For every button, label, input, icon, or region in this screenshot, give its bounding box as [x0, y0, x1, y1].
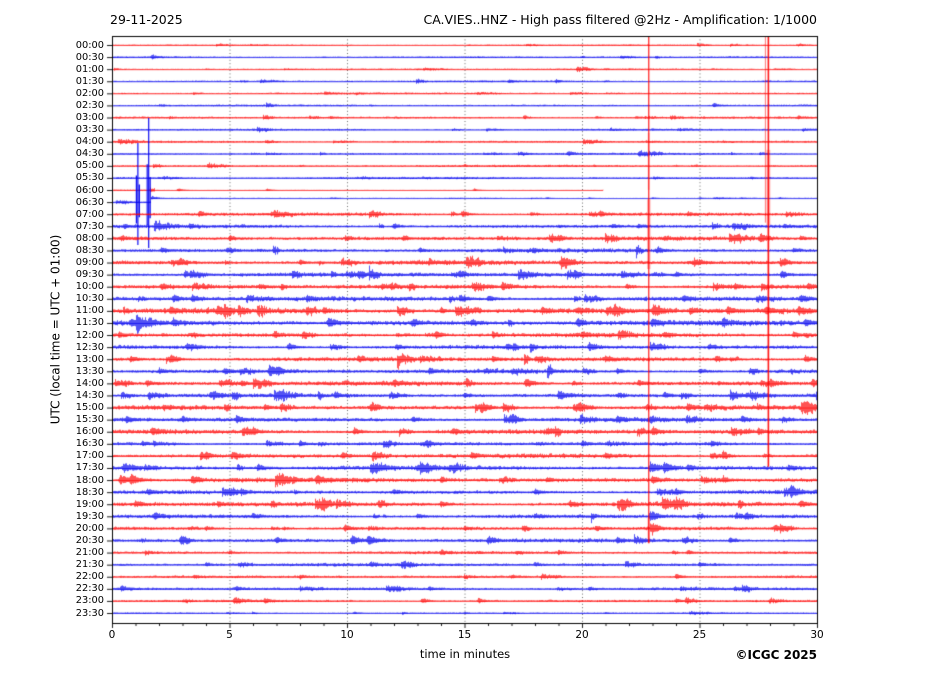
row-time-label: 21:30: [75, 559, 104, 571]
row-time-label: 14:00: [75, 377, 104, 389]
row-time-label: 23:00: [75, 595, 104, 607]
row-time-label: 02:00: [75, 87, 104, 99]
row-time-label: 19:00: [75, 498, 104, 510]
row-time-label: 20:30: [75, 534, 104, 546]
row-time-label: 08:00: [75, 232, 104, 244]
row-time-label: 22:00: [75, 571, 104, 583]
row-time-label: 06:30: [75, 196, 104, 208]
row-time-label: 23:30: [75, 607, 104, 619]
row-time-label: 19:30: [75, 510, 104, 522]
row-time-label: 11:30: [75, 317, 104, 329]
row-time-label: 09:00: [75, 257, 104, 269]
row-time-label: 14:30: [75, 389, 104, 401]
row-time-label: 08:30: [75, 244, 104, 256]
row-time-label: 07:00: [75, 208, 104, 220]
row-time-label: 12:00: [75, 329, 104, 341]
row-time-label: 22:30: [75, 583, 104, 595]
x-tick-label: 25: [692, 629, 707, 641]
x-tick-label: 20: [575, 629, 589, 641]
row-time-label: 03:00: [75, 112, 104, 123]
row-time-label: 13:30: [75, 365, 104, 377]
row-time-label: 13:00: [75, 353, 104, 365]
copyright-label: ©ICGC 2025: [735, 648, 817, 662]
row-time-label: 15:30: [75, 414, 104, 426]
row-time-label: 09:30: [75, 269, 104, 281]
row-time-label: 16:00: [75, 426, 104, 438]
row-time-label: 12:30: [75, 341, 104, 353]
x-tick-label: 10: [340, 629, 354, 641]
row-time-label: 18:00: [75, 474, 104, 486]
row-time-label: 21:00: [75, 547, 104, 559]
row-time-label: 20:00: [75, 522, 104, 534]
row-time-label: 06:00: [75, 184, 104, 196]
row-time-label: 02:30: [75, 99, 104, 111]
date-label: 29-11-2025: [110, 12, 183, 27]
row-time-label: 00:30: [75, 51, 104, 63]
row-time-label: 16:30: [75, 438, 104, 450]
row-time-label: 04:00: [75, 136, 104, 148]
row-time-label: 17:00: [75, 450, 104, 462]
row-time-label: 17:30: [75, 462, 104, 474]
row-time-label: 01:00: [75, 63, 104, 75]
row-time-label: 10:00: [75, 281, 104, 293]
row-time-label: 11:00: [75, 305, 104, 317]
x-tick-label: 0: [108, 629, 116, 641]
row-time-label: 18:30: [75, 486, 104, 498]
row-time-label: 05:00: [75, 160, 104, 172]
x-tick-label: 15: [457, 629, 472, 641]
row-time-label: 10:30: [75, 293, 104, 305]
row-time-label: 00:00: [75, 39, 104, 51]
x-tick-label: 30: [810, 629, 824, 641]
row-time-label: 04:30: [75, 148, 104, 160]
row-time-label: 07:30: [75, 220, 104, 232]
row-time-label: 05:30: [75, 172, 104, 184]
x-tick-label: 5: [226, 629, 233, 641]
row-time-label: 01:30: [75, 75, 104, 87]
row-time-label: 03:30: [75, 124, 104, 136]
x-axis-label: time in minutes: [419, 647, 511, 661]
row-time-label: 15:00: [75, 402, 104, 414]
plot-title: CA.VIES..HNZ - High pass filtered @2Hz -…: [423, 12, 817, 27]
